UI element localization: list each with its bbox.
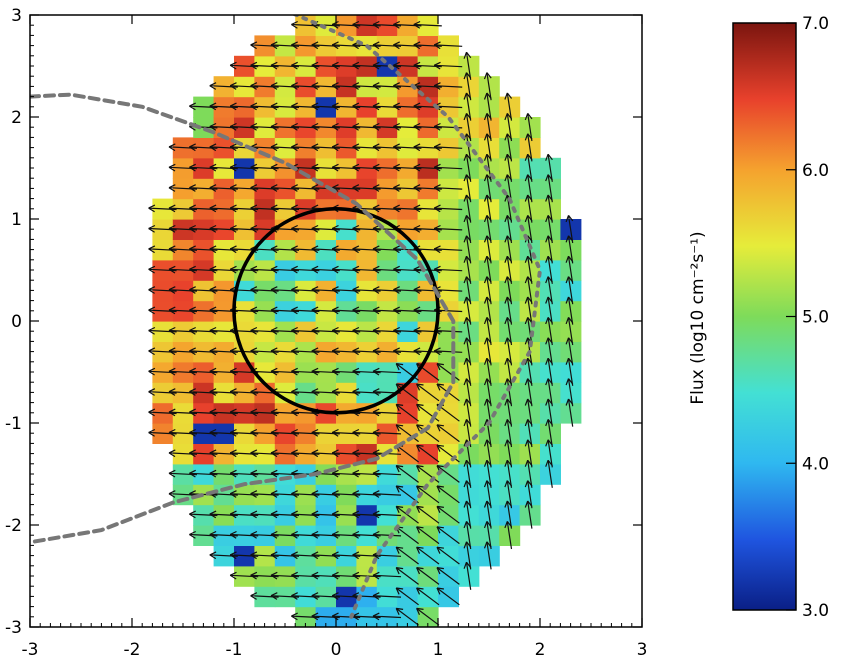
overlay-curves — [30, 15, 543, 619]
flow-arrow — [433, 265, 463, 274]
flow-arrow — [372, 490, 402, 498]
flow-arrow — [395, 546, 419, 565]
flow-arrow — [463, 51, 472, 80]
flow-arrow — [565, 215, 574, 244]
flow-arrow — [372, 408, 402, 417]
flow-arrow — [433, 41, 463, 50]
x-tick-label: -1 — [226, 640, 243, 660]
flow-arrow — [416, 444, 440, 463]
colorbar-tick-label: 3.0 — [802, 601, 829, 621]
flow-arrow — [433, 347, 463, 356]
colorbar-ticks: 3.0 4.0 5.0 6.0 7.0 — [786, 14, 829, 621]
flow-arrow — [436, 485, 460, 504]
flow-arrow — [416, 465, 440, 483]
x-tick-label: -2 — [124, 640, 141, 660]
flow-vector-arrows — [148, 20, 574, 626]
x-tick-label: 3 — [637, 640, 648, 660]
flow-arrow — [416, 607, 440, 626]
flow-arrow — [416, 567, 440, 585]
y-tick-label: -3 — [5, 618, 22, 638]
flow-arrow — [416, 526, 440, 545]
flow-arrow — [433, 143, 463, 152]
flow-arrow — [413, 20, 442, 29]
flow-arrow — [433, 204, 463, 213]
x-tick-label: -3 — [22, 640, 39, 660]
dotted-gray-curve — [291, 15, 543, 619]
flow-arrow — [416, 505, 440, 524]
flow-arrow — [395, 465, 419, 483]
flow-arrow — [433, 82, 463, 90]
colorbar-tick-label: 7.0 — [802, 14, 829, 34]
flow-arrow — [395, 403, 419, 422]
boundary-circle — [232, 207, 440, 415]
flow-arrow — [433, 245, 463, 254]
flow-arrow — [395, 567, 419, 585]
flow-arrow — [395, 587, 419, 606]
flow-arrow — [436, 424, 460, 443]
flow-arrow — [372, 571, 402, 580]
flow-arrow — [395, 505, 419, 524]
y-tick-label: -2 — [5, 516, 22, 536]
flow-arrow — [433, 163, 463, 172]
dashed-gray-curve — [30, 92, 456, 545]
colorbar-gradient — [732, 22, 797, 611]
flow-arrow — [436, 526, 460, 545]
flow-arrow — [416, 485, 440, 504]
flow-arrow — [436, 505, 460, 524]
flow-arrow — [436, 587, 460, 606]
flow-arrow — [416, 383, 440, 402]
flow-arrow — [433, 61, 463, 70]
flow-arrow — [483, 72, 492, 101]
flow-arrow — [372, 367, 402, 376]
flow-arrow — [395, 424, 419, 443]
flow-arrow — [416, 587, 440, 606]
colorbar-tick-label: 4.0 — [802, 454, 829, 474]
flow-arrow — [372, 592, 402, 600]
flow-arrow — [436, 546, 460, 565]
y-tick-label: -1 — [5, 414, 22, 434]
flow-arrow — [372, 510, 402, 519]
flow-arrow — [395, 607, 419, 626]
flow-arrow — [372, 469, 402, 478]
y-tick-label: 0 — [11, 312, 22, 332]
flow-arrow — [436, 567, 460, 585]
flow-arrow — [433, 224, 463, 233]
axis-ticks — [29, 14, 643, 628]
colorbar: 3.0 4.0 5.0 6.0 7.0 Flux (log10 cm⁻²s⁻¹) — [688, 14, 829, 621]
flow-arrow — [524, 113, 533, 142]
x-tick-label: 0 — [331, 640, 342, 660]
colorbar-label: Flux (log10 cm⁻²s⁻¹) — [688, 231, 708, 404]
x-tick-label: 2 — [535, 640, 546, 660]
colorbar-tick-label: 6.0 — [802, 161, 829, 181]
flow-arrow — [416, 424, 440, 443]
y-tick-label: 1 — [11, 210, 22, 230]
flow-arrow — [504, 92, 513, 121]
flow-arrow — [436, 444, 460, 463]
flow-arrow — [545, 153, 553, 182]
x-tick-label: 1 — [433, 640, 444, 660]
flow-arrow — [416, 546, 440, 565]
flow-arrow — [372, 428, 402, 437]
y-tick-label: 3 — [11, 6, 22, 26]
y-tick-label: 2 — [11, 108, 22, 128]
flow-arrow — [372, 530, 402, 539]
flow-arrow — [436, 363, 460, 381]
flow-arrow — [433, 184, 463, 192]
colorbar-tick-label: 5.0 — [802, 308, 829, 328]
flow-arrow — [372, 612, 402, 621]
axis-tick-labels: -3 -2 -1 0 1 2 3 -3 -2 -1 0 1 2 3 — [5, 6, 647, 660]
